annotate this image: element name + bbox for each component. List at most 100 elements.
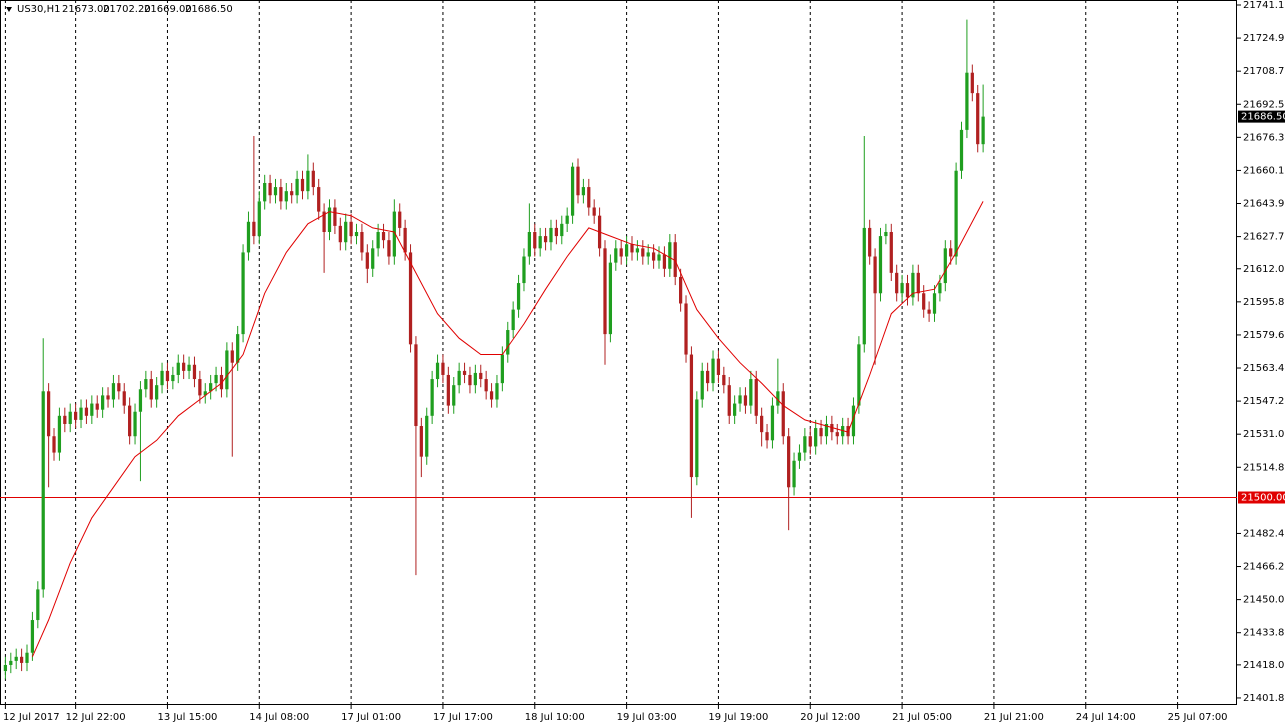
candle-body [63,415,67,424]
candle-body [198,379,202,396]
candle-body [419,426,423,457]
candle-body [938,283,942,294]
candle-body [489,391,494,400]
candle-body [603,248,607,335]
candle-body [646,252,650,257]
y-tick-label: 21676.35 [1243,132,1285,143]
y-tick-label: 21724.95 [1243,33,1285,44]
candle-body [668,242,672,269]
y-tick-label: 21450.00 [1243,595,1285,606]
candle-body [878,236,883,294]
candle-body [922,293,926,310]
candle-body [381,232,386,241]
candle-body [932,293,937,314]
candle-body [144,379,148,390]
candle-body [138,389,143,412]
candle-body [111,383,116,400]
candle-body [484,379,488,392]
x-tick-label: 19 Jul 19:00 [708,712,768,723]
candle-body [122,391,126,406]
y-tick-label: 21531.00 [1243,429,1285,440]
candle-body [981,116,985,145]
candle-body [722,374,726,386]
x-tick-label: 17 Jul 01:00 [341,712,401,723]
candle-body [344,221,348,243]
candle-body [219,374,224,390]
x-tick-label: 19 Jul 03:00 [617,712,677,723]
candle-body [290,191,294,196]
x-tick-label: 12 Jul 22:00 [66,712,126,723]
candle-body [452,385,456,406]
header-low: 21669.00 [144,4,192,15]
candle-body [300,178,305,192]
candle-body [446,374,450,406]
candle-body [949,248,953,257]
candle-body [392,211,396,257]
symbol: US30,H1 [17,4,60,15]
candle-body [527,232,531,257]
candle-body [657,254,661,261]
candle-body [830,423,834,433]
y-tick-label: 21563.40 [1243,363,1285,374]
candle-body [236,334,240,363]
x-tick-label: 17 Jul 17:00 [433,712,493,723]
candle-body [25,652,29,663]
candle-body [576,166,580,196]
candle-body [927,309,931,314]
candle-body [36,589,40,621]
candle-body [117,383,121,392]
candle-body [414,344,418,427]
candle-body [295,178,299,196]
candle-body [895,272,899,294]
candle-body [365,252,369,269]
x-tick-label: 24 Jul 14:00 [1076,712,1136,723]
candle-body [716,358,721,375]
y-tick-label: 21547.20 [1243,396,1285,407]
candle-body [176,362,180,375]
candle-body [727,385,731,416]
y-tick-label: 21482.40 [1243,528,1285,539]
candle-body [273,187,278,196]
candle-body [743,395,748,406]
x-tick-label: 18 Jul 10:00 [525,712,585,723]
y-tick-label: 21401.85 [1243,693,1285,704]
candle-body [279,187,283,202]
candle-body [749,379,753,406]
candle-body [128,405,132,437]
candle-body [155,385,159,400]
candle-body [192,364,197,380]
x-tick-label: 12 Jul 2017 [3,712,60,723]
candle-body [549,227,553,243]
candle-body [387,240,391,257]
candle-body [230,350,234,363]
candle-body [246,221,251,253]
candle-body [635,248,640,253]
candle-body [79,407,83,420]
candle-body [819,428,823,437]
candle-body [765,432,769,441]
candle-body [587,187,591,208]
candle-body [781,391,785,437]
candle-body [182,362,186,371]
candle-body [905,283,910,298]
candle-body [425,415,429,457]
x-tick-label: 21 Jul 05:00 [892,712,952,723]
x-tick-label: 14 Jul 08:00 [249,712,309,723]
candle-body [354,232,359,237]
candle-body [106,395,110,400]
y-tick-label: 21612.00 [1243,264,1285,275]
candle-body [608,262,613,335]
candle-body [976,93,980,145]
candle-body [787,436,791,488]
candle-body [46,391,51,437]
candle-body [95,403,99,410]
candle-body [430,379,434,416]
candle-body [462,370,467,375]
candle-body [954,170,958,257]
candle-body [263,182,267,202]
candle-body [9,660,13,665]
candle-body [873,256,877,294]
candle-body [52,436,56,453]
candle-body [754,379,758,416]
candle-body [695,399,699,478]
